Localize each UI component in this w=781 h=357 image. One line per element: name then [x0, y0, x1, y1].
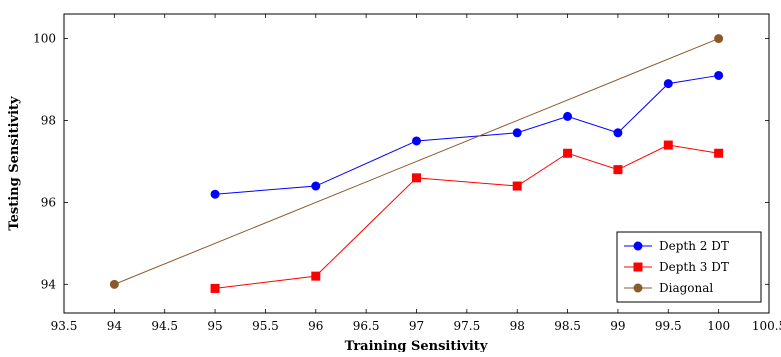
legend-marker-depth-2-dt — [633, 241, 643, 251]
y-tick-label: 100 — [33, 32, 56, 46]
data-point-depth-3-dt — [311, 271, 321, 281]
data-point-depth-2-dt — [512, 128, 522, 138]
x-tick-label: 94 — [107, 319, 123, 333]
y-tick-label: 98 — [41, 113, 56, 127]
legend: Depth 2 DT Depth 3 DT Diagonal — [616, 231, 762, 303]
data-point-depth-2-dt — [412, 136, 421, 146]
x-tick-label: 100.5 — [752, 319, 781, 333]
series-depth-3-dt — [210, 140, 724, 293]
data-point-depth-3-dt — [714, 148, 724, 158]
legend-marker-diagonal — [633, 283, 643, 293]
data-point-depth-3-dt — [412, 173, 421, 183]
x-tick-label: 99 — [610, 319, 625, 333]
legend-label-depth-2-dt: Depth 2 DT — [659, 239, 729, 253]
data-point-depth-2-dt — [663, 79, 673, 89]
y-axis: 94 96 98 100 — [33, 32, 769, 291]
data-point-depth-2-dt — [563, 111, 573, 121]
x-tick-label: 100 — [707, 319, 730, 333]
x-tick-label: 94.5 — [151, 319, 178, 333]
series-diagonal — [109, 34, 724, 289]
legend-label-depth-3-dt: Depth 3 DT — [659, 260, 729, 274]
x-tick-label: 97 — [409, 319, 424, 333]
x-tick-label: 98.5 — [554, 319, 581, 333]
x-tick-label: 96.5 — [353, 319, 380, 333]
data-point-depth-3-dt — [663, 140, 673, 150]
series-line-depth-2-dt — [215, 74, 719, 195]
data-point-depth-3-dt — [512, 181, 522, 191]
x-tick-label: 95 — [207, 319, 222, 333]
legend-label-diagonal: Diagonal — [659, 281, 713, 295]
x-axis-title: Training Sensitivity — [345, 339, 488, 352]
series-line-depth-3-dt — [215, 144, 719, 289]
series-line-diagonal — [114, 38, 719, 285]
x-tick-label: 97.5 — [453, 319, 480, 333]
x-tick-label: 96 — [308, 319, 323, 333]
data-point-depth-2-dt — [311, 181, 321, 191]
y-tick-label: 94 — [41, 277, 57, 291]
data-point-depth-2-dt — [613, 128, 623, 138]
data-point-depth-3-dt — [613, 165, 623, 175]
y-axis-title: Testing Sensitivity — [7, 96, 22, 231]
data-point-diagonal — [714, 34, 724, 44]
x-axis: 93.5 94 94.5 95 95.5 96 96.5 97 97.5 98 98.5 99 99.5… — [51, 14, 781, 333]
x-tick-label: 98 — [510, 319, 525, 333]
data-point-diagonal — [109, 279, 119, 289]
legend-marker-depth-3-dt — [633, 262, 643, 272]
series-depth-2-dt — [210, 70, 724, 199]
data-point-depth-3-dt — [563, 148, 573, 158]
y-tick-label: 96 — [41, 195, 56, 209]
x-tick-label: 95.5 — [252, 319, 279, 333]
series-layer — [109, 34, 724, 293]
data-point-depth-2-dt — [714, 70, 724, 80]
x-tick-label: 93.5 — [51, 319, 78, 333]
x-tick-label: 99.5 — [655, 319, 682, 333]
data-point-depth-2-dt — [210, 189, 220, 199]
data-point-depth-3-dt — [210, 283, 220, 293]
